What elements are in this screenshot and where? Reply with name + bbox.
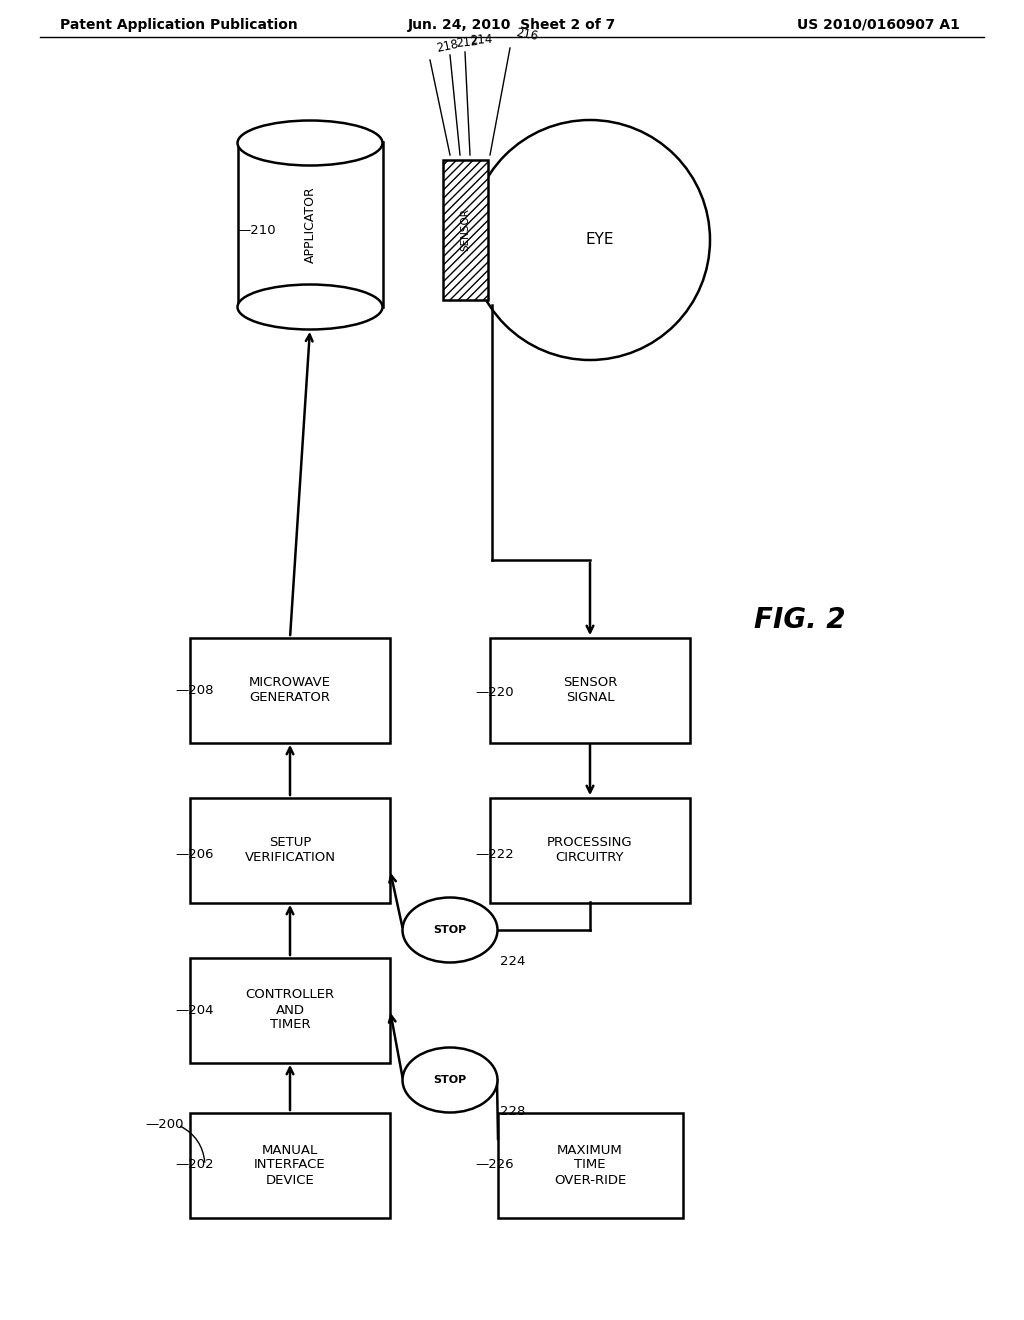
Text: MICROWAVE
GENERATOR: MICROWAVE GENERATOR bbox=[249, 676, 331, 704]
Text: —226: —226 bbox=[475, 1159, 514, 1172]
Text: —220: —220 bbox=[475, 686, 514, 700]
Text: APPLICATOR: APPLICATOR bbox=[303, 186, 316, 264]
FancyArrowPatch shape bbox=[180, 1126, 205, 1162]
Text: EYE: EYE bbox=[586, 232, 614, 248]
Text: FIG. 2: FIG. 2 bbox=[755, 606, 846, 634]
Text: 216: 216 bbox=[515, 26, 540, 44]
Bar bbox=[190, 638, 390, 742]
Text: 212: 212 bbox=[455, 34, 478, 50]
Text: —208: —208 bbox=[175, 684, 213, 697]
Text: 224: 224 bbox=[500, 954, 525, 968]
Ellipse shape bbox=[238, 285, 383, 330]
Text: Jun. 24, 2010  Sheet 2 of 7: Jun. 24, 2010 Sheet 2 of 7 bbox=[408, 18, 616, 32]
Text: Patent Application Publication: Patent Application Publication bbox=[60, 18, 298, 32]
Text: 228: 228 bbox=[500, 1105, 525, 1118]
Text: US 2010/0160907 A1: US 2010/0160907 A1 bbox=[797, 18, 961, 32]
Bar bbox=[190, 1113, 390, 1217]
Bar bbox=[190, 957, 390, 1063]
Text: —206: —206 bbox=[175, 849, 213, 862]
Text: SENSOR
SIGNAL: SENSOR SIGNAL bbox=[563, 676, 617, 704]
Bar bbox=[490, 638, 690, 742]
Circle shape bbox=[470, 120, 710, 360]
Text: MAXIMUM
TIME
OVER-RIDE: MAXIMUM TIME OVER-RIDE bbox=[554, 1143, 626, 1187]
Text: SENSOR: SENSOR bbox=[460, 209, 470, 251]
Bar bbox=[498, 1113, 683, 1217]
Text: MANUAL
INTERFACE
DEVICE: MANUAL INTERFACE DEVICE bbox=[254, 1143, 326, 1187]
Ellipse shape bbox=[402, 1048, 498, 1113]
Ellipse shape bbox=[238, 120, 383, 165]
Text: 218: 218 bbox=[435, 38, 460, 55]
Text: 214: 214 bbox=[470, 33, 494, 48]
Bar bbox=[190, 797, 390, 903]
Text: —200: —200 bbox=[145, 1118, 183, 1131]
Text: —202: —202 bbox=[175, 1159, 214, 1172]
Text: CONTROLLER
AND
TIMER: CONTROLLER AND TIMER bbox=[246, 989, 335, 1031]
Text: —210: —210 bbox=[237, 223, 275, 236]
Bar bbox=[490, 797, 690, 903]
Text: —222: —222 bbox=[475, 849, 514, 862]
Ellipse shape bbox=[402, 898, 498, 962]
Text: STOP: STOP bbox=[433, 925, 467, 935]
Text: —204: —204 bbox=[175, 1003, 213, 1016]
Text: STOP: STOP bbox=[433, 1074, 467, 1085]
Text: PROCESSING
CIRCUITRY: PROCESSING CIRCUITRY bbox=[547, 836, 633, 865]
Text: SETUP
VERIFICATION: SETUP VERIFICATION bbox=[245, 836, 336, 865]
Bar bbox=[443, 160, 488, 300]
Bar bbox=[238, 143, 383, 308]
